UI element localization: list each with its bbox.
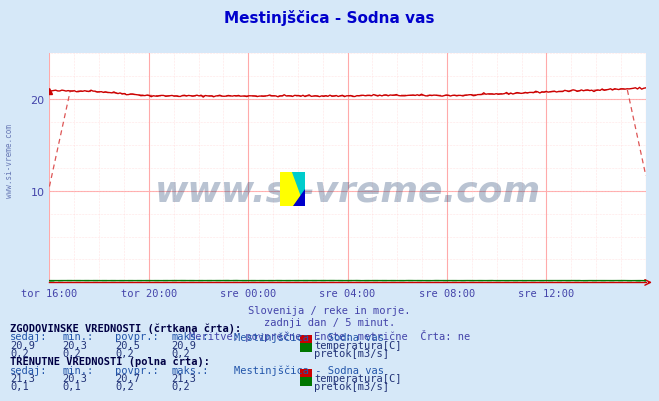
Text: 20,3: 20,3	[63, 340, 88, 350]
Text: sre 04:00: sre 04:00	[320, 289, 376, 299]
Polygon shape	[293, 172, 305, 207]
Text: ZGODOVINSKE VREDNOSTI (črtkana črta):: ZGODOVINSKE VREDNOSTI (črtkana črta):	[10, 323, 241, 333]
Text: temperatura[C]: temperatura[C]	[314, 340, 402, 350]
Text: pretok[m3/s]: pretok[m3/s]	[314, 348, 389, 358]
Text: 20,9: 20,9	[10, 340, 35, 350]
Text: 0,2: 0,2	[10, 348, 28, 358]
Text: Mestinjščica - Sodna vas: Mestinjščica - Sodna vas	[234, 332, 384, 342]
Text: maks.:: maks.:	[171, 332, 209, 342]
Text: 0,2: 0,2	[115, 348, 134, 358]
Text: maks.:: maks.:	[171, 365, 209, 375]
Text: pretok[m3/s]: pretok[m3/s]	[314, 381, 389, 391]
Text: sre 08:00: sre 08:00	[419, 289, 475, 299]
Text: 0,2: 0,2	[171, 348, 190, 358]
Text: 20,3: 20,3	[63, 373, 88, 383]
Polygon shape	[293, 190, 305, 207]
Text: 0,2: 0,2	[115, 381, 134, 391]
Text: tor 20:00: tor 20:00	[121, 289, 177, 299]
Text: Mestinjščica - Sodna vas: Mestinjščica - Sodna vas	[224, 10, 435, 26]
Text: TRENUTNE VREDNOSTI (polna črta):: TRENUTNE VREDNOSTI (polna črta):	[10, 356, 210, 367]
Polygon shape	[280, 172, 305, 207]
Text: min.:: min.:	[63, 365, 94, 375]
Text: 0,2: 0,2	[171, 381, 190, 391]
Text: 0,2: 0,2	[63, 348, 81, 358]
Text: zadnji dan / 5 minut.: zadnji dan / 5 minut.	[264, 317, 395, 327]
Text: 0,1: 0,1	[10, 381, 28, 391]
Text: 20,5: 20,5	[115, 340, 140, 350]
Text: Mestinjščica - Sodna vas: Mestinjščica - Sodna vas	[234, 365, 384, 375]
Text: sedaj:: sedaj:	[10, 332, 47, 342]
Text: povpr.:: povpr.:	[115, 332, 159, 342]
Text: Meritve: povprečne  Enote: metrične  Črta: ne: Meritve: povprečne Enote: metrične Črta:…	[189, 329, 470, 341]
Text: 20,7: 20,7	[115, 373, 140, 383]
Text: 21,3: 21,3	[171, 373, 196, 383]
Text: www.si-vreme.com: www.si-vreme.com	[5, 124, 14, 197]
Text: 0,1: 0,1	[63, 381, 81, 391]
Text: Slovenija / reke in morje.: Slovenija / reke in morje.	[248, 305, 411, 315]
Text: sre 12:00: sre 12:00	[518, 289, 575, 299]
Text: tor 16:00: tor 16:00	[21, 289, 78, 299]
Text: 20,9: 20,9	[171, 340, 196, 350]
Text: sedaj:: sedaj:	[10, 365, 47, 375]
Text: povpr.:: povpr.:	[115, 365, 159, 375]
Text: temperatura[C]: temperatura[C]	[314, 373, 402, 383]
Text: min.:: min.:	[63, 332, 94, 342]
Text: 21,3: 21,3	[10, 373, 35, 383]
Text: www.si-vreme.com: www.si-vreme.com	[155, 174, 540, 208]
Text: sre 00:00: sre 00:00	[220, 289, 276, 299]
